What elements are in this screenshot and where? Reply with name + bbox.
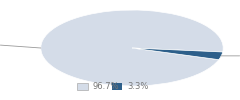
Wedge shape (132, 48, 223, 60)
Wedge shape (41, 10, 223, 86)
FancyBboxPatch shape (77, 83, 88, 90)
Text: 3.3%: 3.3% (127, 82, 149, 91)
FancyBboxPatch shape (112, 83, 122, 90)
Text: WHITE: WHITE (0, 40, 41, 48)
Text: HISPANIC: HISPANIC (221, 51, 240, 60)
Text: 96.7%: 96.7% (92, 82, 119, 91)
